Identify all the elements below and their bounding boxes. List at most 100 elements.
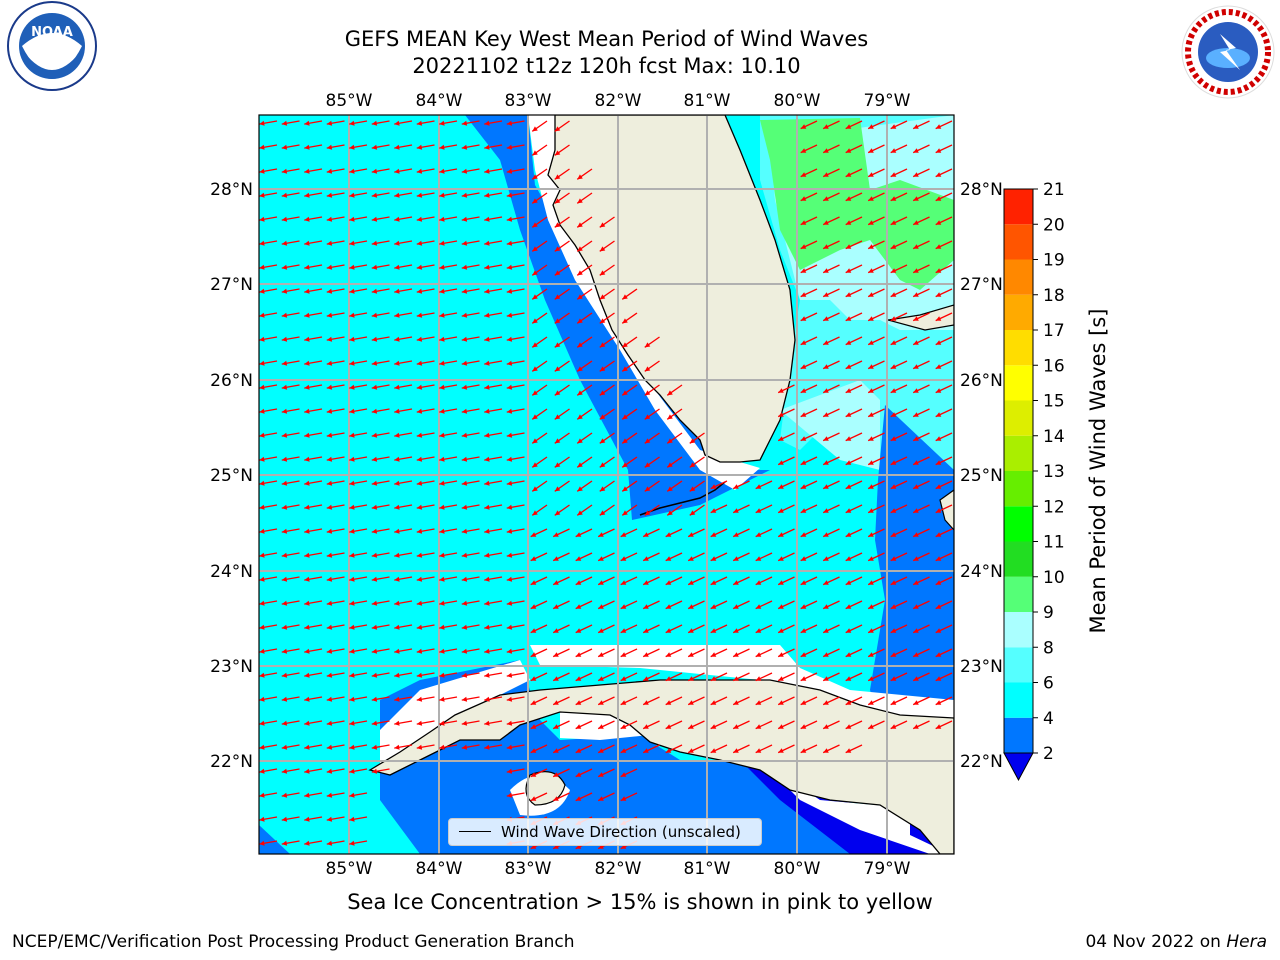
wind-arrow: [576, 480, 593, 492]
wind-arrow: [732, 696, 750, 706]
wind-arrow: [281, 528, 300, 534]
wind-arrow: [575, 720, 593, 730]
wind-arrow: [416, 120, 435, 126]
wind-arrow: [552, 744, 570, 754]
wind-arrow: [867, 312, 885, 322]
wind-arrow: [687, 648, 705, 658]
wind-arrow: [845, 360, 863, 370]
wind-arrow: [552, 624, 570, 634]
wind-arrow: [394, 624, 413, 630]
wind-arrow: [530, 624, 548, 634]
wind-arrow: [531, 192, 548, 204]
wind-arrow: [755, 744, 773, 754]
wind-arrow: [800, 672, 818, 682]
wind-arrow: [394, 552, 413, 558]
coastal-mask-southeast: [760, 760, 950, 854]
wind-arrow: [621, 480, 638, 492]
wind-arrow: [777, 408, 795, 418]
wind-arrow: [484, 648, 503, 654]
wind-arrow: [890, 624, 908, 634]
credit-host: Hera: [1226, 932, 1267, 952]
wind-arrow: [912, 696, 930, 706]
wind-arrow: [349, 168, 368, 174]
wind-arrow: [506, 720, 525, 726]
wind-arrow: [506, 624, 525, 630]
wind-arrow: [349, 816, 368, 822]
wind-arrow: [597, 672, 615, 682]
wind-arrow: [531, 264, 548, 276]
wind-arrow: [484, 360, 503, 366]
wind-arrow: [552, 576, 570, 586]
wind-arrow: [371, 456, 390, 462]
lon-tick-label-top: 79°W: [864, 91, 911, 111]
wind-arrow: [935, 480, 953, 490]
wind-arrow: [259, 216, 278, 222]
sea-ice-footnote: Sea Ice Concentration > 15% is shown in …: [347, 890, 933, 914]
latitude-labels-right: 28°N 27°N 26°N 25°N 24°N 23°N 22°N: [960, 180, 1003, 772]
wind-arrow: [259, 648, 278, 654]
wind-arrow: [800, 456, 818, 466]
wind-arrow: [531, 432, 548, 444]
wind-arrow: [935, 576, 953, 586]
wind-arrow: [935, 120, 953, 130]
wind-arrow: [710, 576, 728, 586]
wind-arrow: [575, 576, 593, 586]
wind-arrow: [531, 336, 548, 348]
wind-arrow: [461, 144, 480, 150]
colorbar-segment: [1004, 189, 1033, 225]
lat-tick-label-left: 24°N: [210, 562, 253, 582]
wind-arrow: [575, 792, 593, 802]
wind-arrow: [371, 768, 390, 774]
colorbar-under-extension: [1003, 752, 1034, 782]
wind-arrow: [439, 576, 458, 582]
wind-arrow: [394, 576, 413, 582]
wind-arrow: [506, 600, 525, 606]
wind-arrow: [822, 696, 840, 706]
wind-arrow: [755, 648, 773, 658]
wind-arrow: [461, 336, 480, 342]
wind-arrow: [281, 360, 300, 366]
wind-arrow: [259, 360, 278, 366]
wind-arrow: [394, 192, 413, 198]
wind-arrow: [349, 480, 368, 486]
longitude-labels-bottom: 85°W 84°W 83°W 82°W 81°W 80°W 79°W: [326, 859, 911, 879]
wind-arrow: [575, 600, 593, 610]
wind-arrow: [552, 528, 570, 538]
wind-arrow: [530, 648, 548, 658]
wind-arrow: [326, 696, 345, 702]
wind-arrow: [394, 432, 413, 438]
colorbar-segment: [1004, 612, 1033, 648]
wind-arrow: [687, 720, 705, 730]
wind-arrow: [710, 720, 728, 730]
wind-arrow: [867, 432, 885, 442]
lat-tick-label-left: 25°N: [210, 466, 253, 486]
wind-arrow: [304, 624, 323, 630]
wind-arrow: [394, 720, 413, 726]
wind-arrow: [575, 768, 593, 778]
wind-arrow: [867, 720, 885, 730]
wind-arrow: [687, 696, 705, 706]
wind-arrow: [281, 576, 300, 582]
wind-arrow: [506, 768, 525, 774]
lon-tick-label-bottom: 80°W: [774, 859, 821, 879]
wind-arrow: [259, 528, 278, 534]
wind-arrow: [531, 168, 548, 180]
colorbar-tick-label: 4: [1043, 709, 1054, 729]
wind-arrow: [687, 624, 705, 634]
wind-arrow: [461, 648, 480, 654]
legend-line-sample: [459, 831, 491, 832]
band-2-4-straits: [870, 405, 954, 720]
wind-arrow: [349, 192, 368, 198]
wind-arrow: [259, 120, 278, 126]
wind-arrow: [506, 360, 525, 366]
wind-arrow: [394, 144, 413, 150]
wind-arrow: [845, 120, 863, 130]
wind-arrow: [800, 600, 818, 610]
wind-arrow: [304, 600, 323, 606]
wind-arrow: [755, 480, 773, 490]
wind-arrow: [259, 408, 278, 414]
wind-arrow: [326, 360, 345, 366]
wind-arrow: [439, 384, 458, 390]
wind-arrow: [845, 384, 863, 394]
wind-arrow: [597, 696, 615, 706]
